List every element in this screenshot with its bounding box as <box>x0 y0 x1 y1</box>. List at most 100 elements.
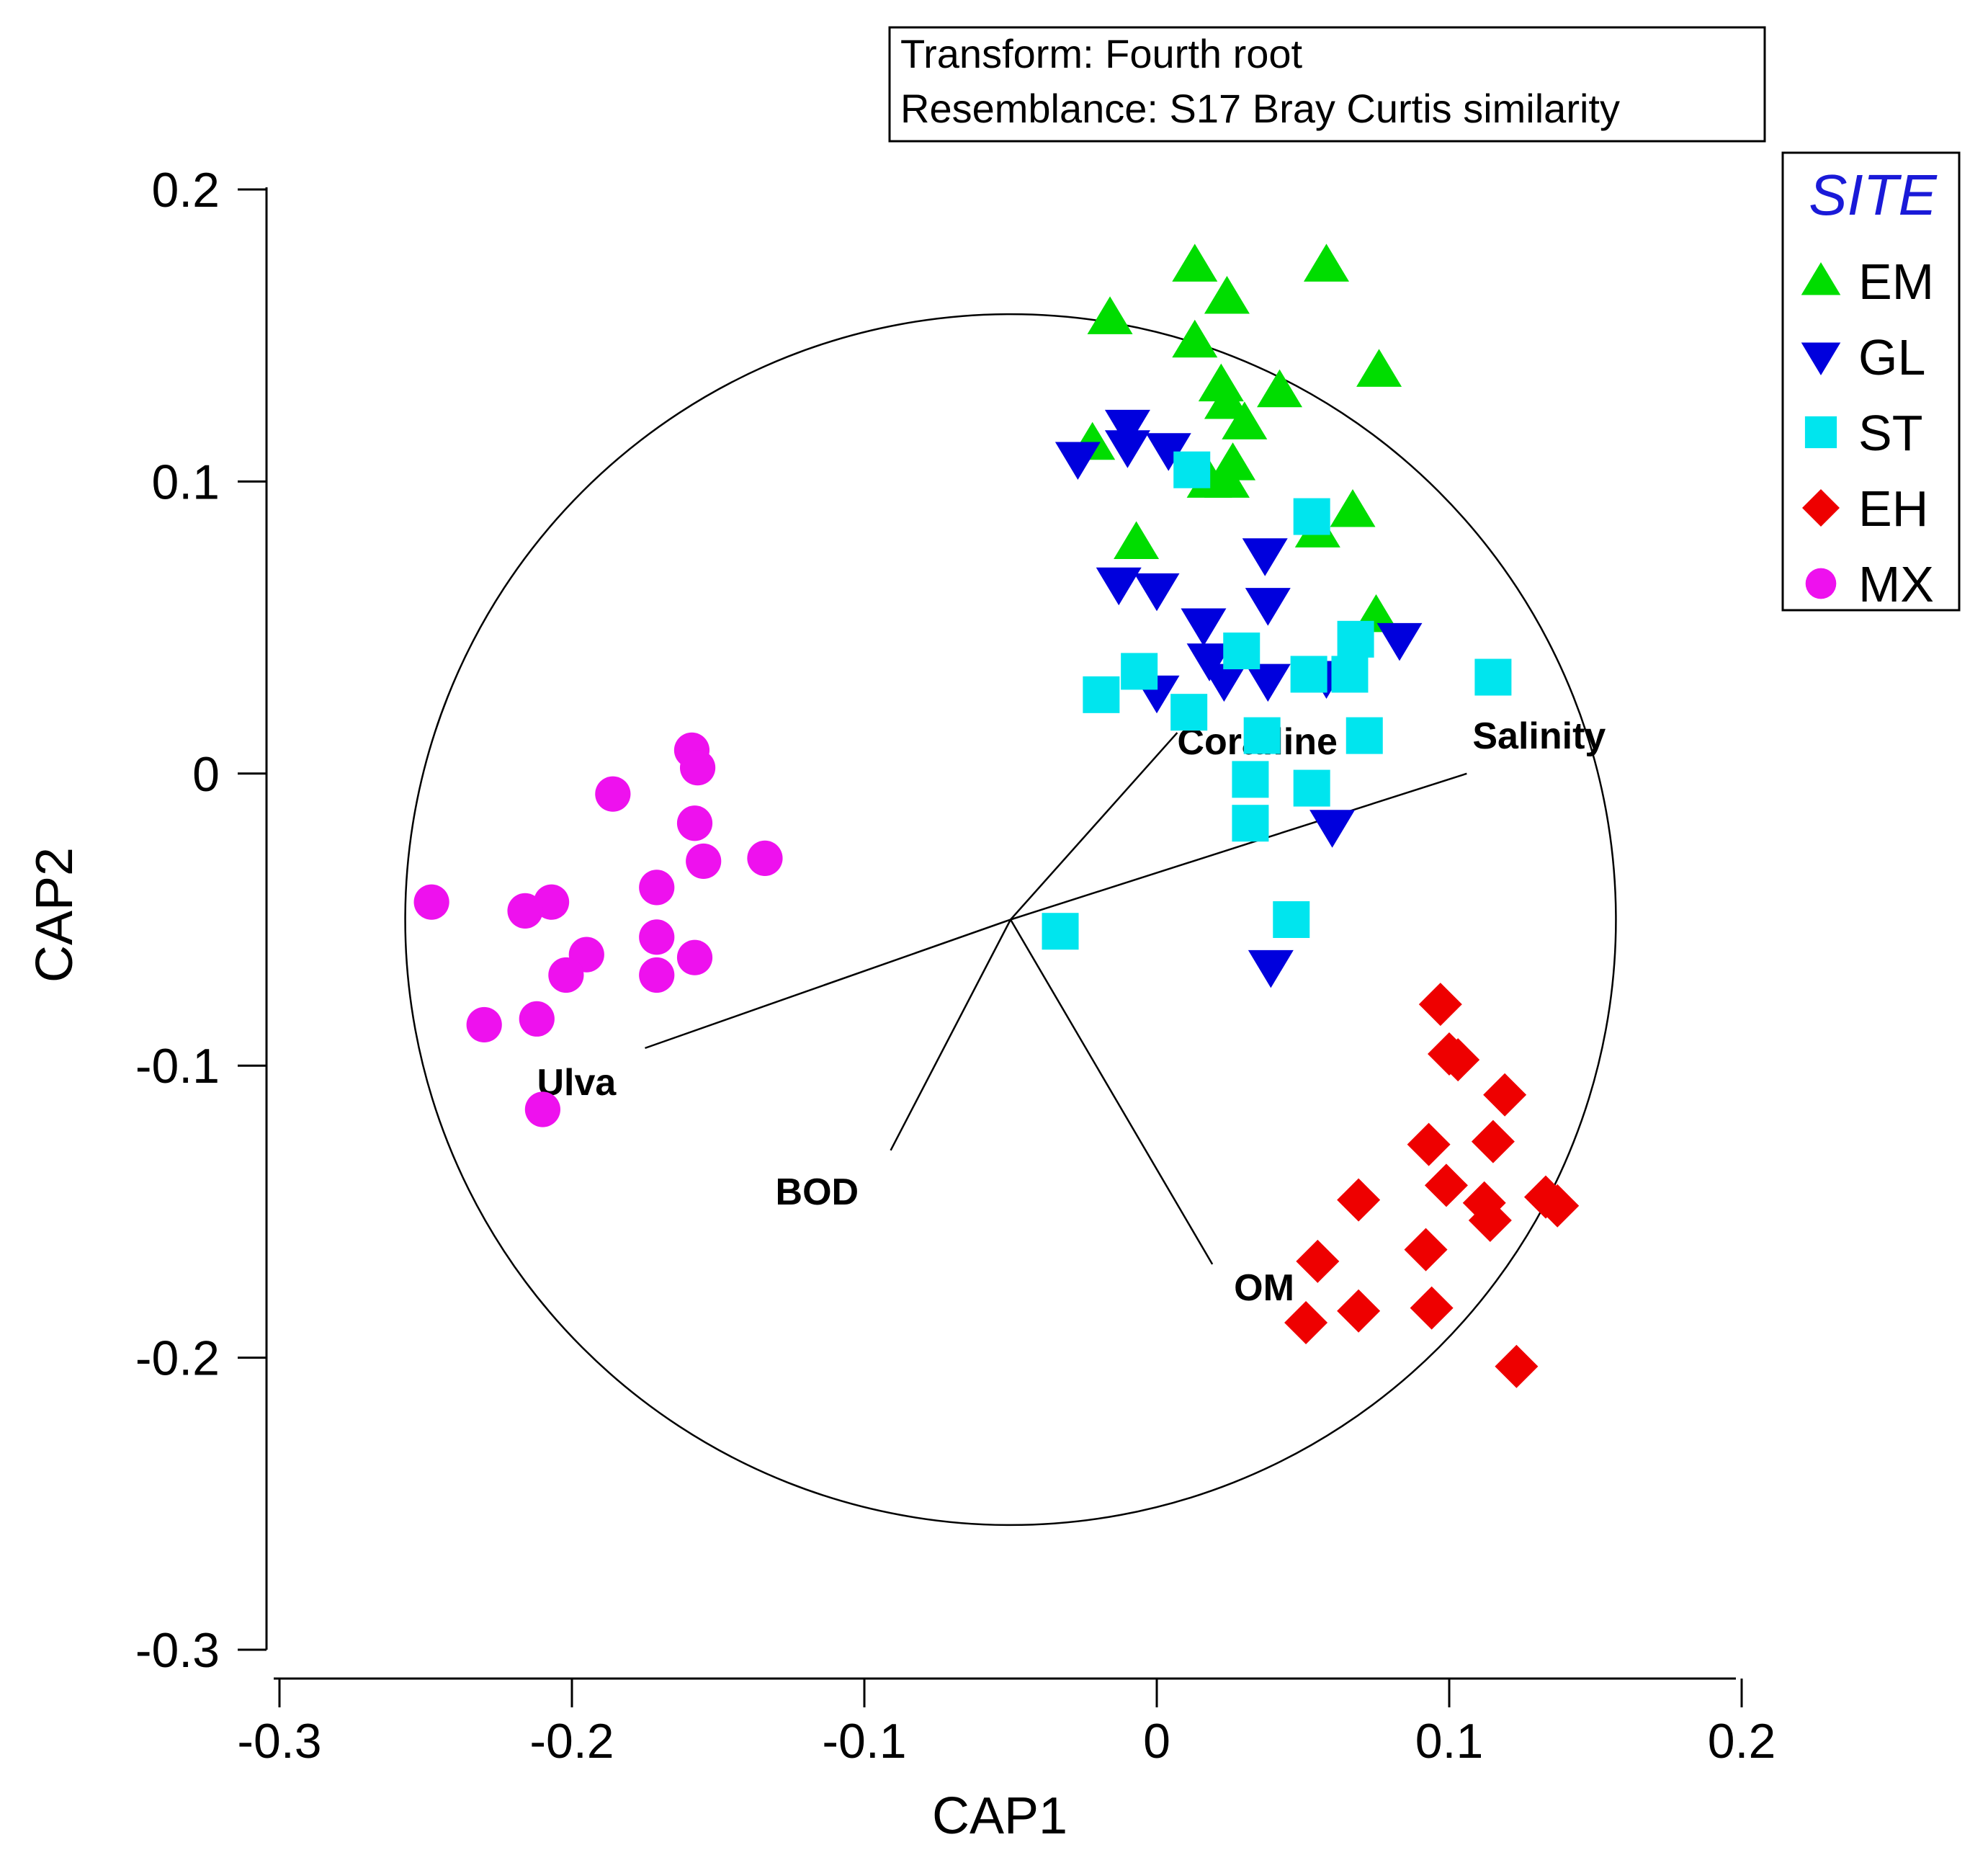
vector-line-bod <box>890 919 1012 1151</box>
legend-marker-st <box>1804 416 1837 449</box>
point-eh <box>1337 1289 1381 1333</box>
point-em <box>1303 243 1349 282</box>
point-eh <box>1424 1163 1468 1207</box>
point-st <box>1273 901 1310 938</box>
vector-line-coralline <box>1010 732 1178 921</box>
point-eh <box>1471 1120 1515 1163</box>
y-axis-label: CAP2 <box>26 847 84 983</box>
point-st <box>1042 913 1079 950</box>
point-st <box>1232 761 1269 798</box>
legend-label-st: ST <box>1858 405 1922 461</box>
point-mx <box>524 1091 561 1127</box>
point-gl <box>1055 442 1101 480</box>
x-tick-label: 0 <box>1143 1714 1170 1769</box>
point-mx <box>639 919 675 955</box>
point-eh <box>1468 1199 1512 1243</box>
vector-line-salinity <box>1010 772 1467 921</box>
point-em <box>1204 460 1250 498</box>
point-gl <box>1096 567 1142 606</box>
point-gl <box>1104 409 1150 448</box>
point-st <box>1173 451 1211 488</box>
point-gl <box>1181 608 1227 647</box>
point-mx <box>507 893 543 929</box>
point-eh <box>1404 1228 1448 1272</box>
point-st <box>1290 656 1327 693</box>
point-st <box>1232 805 1269 842</box>
point-gl <box>1376 622 1423 661</box>
point-em <box>1257 369 1303 408</box>
point-em <box>1204 380 1250 419</box>
point-em <box>1222 401 1268 439</box>
y-tick-label: 0.2 <box>151 163 220 218</box>
point-em <box>1204 275 1250 314</box>
point-mx <box>519 1001 555 1037</box>
axes <box>265 187 1736 1680</box>
x-tick-label: 0.2 <box>1708 1714 1776 1769</box>
vector-label-salinity: Salinity <box>1472 715 1606 757</box>
legend-label-mx: MX <box>1858 556 1934 612</box>
vector-line-ulva <box>645 919 1011 1050</box>
correlation-circle <box>404 313 1617 1527</box>
point-eh <box>1337 1178 1381 1222</box>
point-em <box>1172 319 1218 358</box>
point-mx <box>595 776 631 812</box>
point-mx <box>639 957 675 993</box>
point-em <box>1087 296 1133 334</box>
point-gl <box>1104 430 1150 468</box>
vector-label-bod: BOD <box>776 1171 859 1213</box>
point-st <box>1474 658 1512 696</box>
y-ticks: -0.3 -0.2 -0.1 0 0.1 0.2 <box>135 163 267 1678</box>
vector-label-om: OM <box>1234 1267 1294 1309</box>
point-gl <box>1242 538 1288 576</box>
point-mx <box>413 884 449 920</box>
legend-label-gl: GL <box>1858 329 1925 385</box>
point-eh <box>1418 983 1462 1027</box>
x-tick-label: -0.3 <box>237 1714 321 1769</box>
point-em <box>1356 349 1402 387</box>
point-eh <box>1407 1122 1451 1166</box>
point-em <box>1330 488 1376 527</box>
point-mx <box>679 750 716 786</box>
point-st <box>1243 717 1281 754</box>
x-tick-label: -0.2 <box>529 1714 614 1769</box>
point-st <box>1337 620 1374 658</box>
legend-marker-mx <box>1805 568 1837 599</box>
point-eh <box>1536 1184 1580 1228</box>
point-mx <box>686 843 722 880</box>
info-resemblance-text: Resemblance: S17 Bray Curtis similarity <box>900 86 1620 131</box>
y-tick-label: -0.2 <box>135 1331 220 1386</box>
y-tick-label: 0 <box>192 747 220 802</box>
legend-marker-em <box>1801 262 1841 295</box>
vector-line-om <box>1009 919 1214 1265</box>
point-mx <box>676 939 713 975</box>
data-points <box>413 243 1580 1388</box>
point-mx <box>747 840 783 876</box>
y-tick-label: -0.3 <box>135 1623 220 1678</box>
info-transform-text: Transform: Fourth root <box>900 31 1303 76</box>
series-st <box>1042 451 1512 950</box>
point-mx <box>548 957 584 993</box>
point-gl <box>1134 573 1180 612</box>
point-gl <box>1248 949 1294 988</box>
point-st <box>1121 653 1158 690</box>
point-gl <box>1309 810 1356 848</box>
series-mx <box>413 732 783 1127</box>
point-eh <box>1284 1300 1328 1344</box>
point-gl <box>1186 643 1232 682</box>
legend-title: SITE <box>1809 163 1938 227</box>
point-gl <box>1201 663 1247 702</box>
point-st <box>1346 717 1383 754</box>
legend-marker-gl <box>1801 342 1841 375</box>
point-mx <box>639 870 675 906</box>
x-tick-label: -0.1 <box>822 1714 906 1769</box>
point-st <box>1293 769 1330 807</box>
x-axis-label: CAP1 <box>932 1787 1067 1845</box>
info-box: Transform: Fourth root Resemblance: S17 … <box>888 26 1766 143</box>
legend-label-eh: EH <box>1858 481 1928 537</box>
x-tick-label: 0.1 <box>1415 1714 1484 1769</box>
point-em <box>1172 243 1218 282</box>
y-tick-label: -0.1 <box>135 1039 220 1094</box>
point-st <box>1331 656 1369 693</box>
point-st <box>1170 694 1208 731</box>
point-gl <box>1245 588 1291 626</box>
